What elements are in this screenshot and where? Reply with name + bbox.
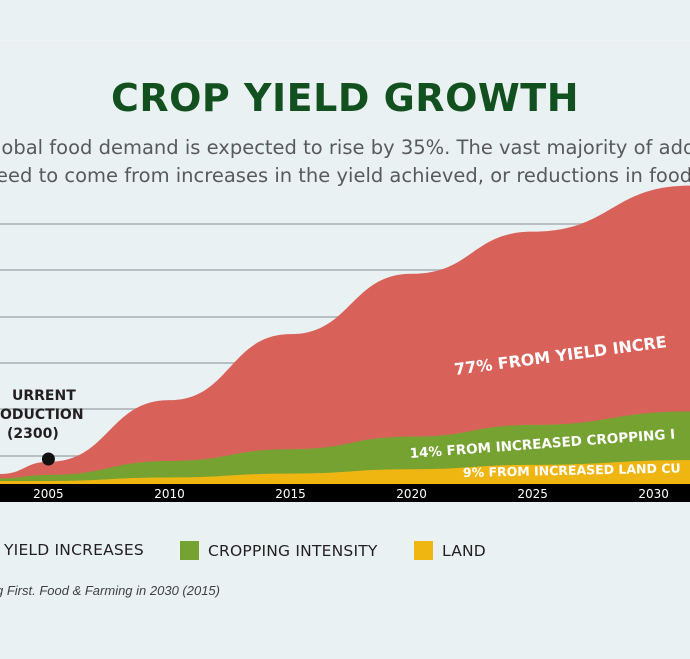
legend-item-land: LAND (414, 541, 486, 560)
x-axis-bar (0, 484, 690, 502)
x-axis-ticks: 2005 2010 2015 2020 2025 2030 (0, 481, 690, 501)
x-tick-label: 2025 (517, 487, 548, 501)
top-divider (0, 40, 690, 41)
legend-label-yield: YIELD INCREASES (4, 541, 144, 559)
legend-label-land: LAND (442, 541, 486, 560)
legend-item-cropping: CROPPING INTENSITY (180, 541, 378, 560)
area-label-land: 9% FROM INCREASED LAND CU (463, 460, 681, 480)
area-land (0, 460, 690, 484)
subtitle-line-2: eed to come from increases in the yield … (0, 164, 690, 187)
axis-land-edge (0, 481, 690, 484)
current-production-label-line: (2300) (7, 426, 59, 442)
legend-label-cropping: CROPPING INTENSITY (208, 541, 378, 560)
x-tick-label: 2010 (154, 487, 185, 501)
subtitle-line-1: lobal food demand is expected to rise by… (0, 136, 690, 159)
current-production-label-line: URRENT (12, 388, 76, 404)
area-series (0, 185, 690, 484)
x-tick-label: 2015 (275, 487, 306, 501)
current-production-marker: URRENT ODUCTION (2300) (0, 388, 84, 466)
gridline-0 (0, 223, 690, 225)
legend-swatch-cropping (180, 541, 199, 560)
legend-swatch-land (414, 541, 433, 560)
chart-subtitle: lobal food demand is expected to rise by… (0, 134, 690, 190)
x-tick-label: 2005 (33, 487, 64, 501)
x-tick-label: 2030 (638, 487, 669, 501)
source-citation: g First. Food & Farming in 2030 (2015) (0, 583, 220, 598)
current-production-dot (41, 452, 55, 466)
area-yield (0, 185, 690, 484)
chart-title: CROP YIELD GROWTH (110, 76, 580, 120)
legend-item-yield: YIELD INCREASES (4, 541, 144, 559)
x-tick-label: 2020 (396, 487, 427, 501)
gridline-1 (0, 269, 690, 271)
legend: YIELD INCREASES CROPPING INTENSITY LAND (0, 541, 690, 565)
current-production-label-line: ODUCTION (0, 407, 84, 423)
